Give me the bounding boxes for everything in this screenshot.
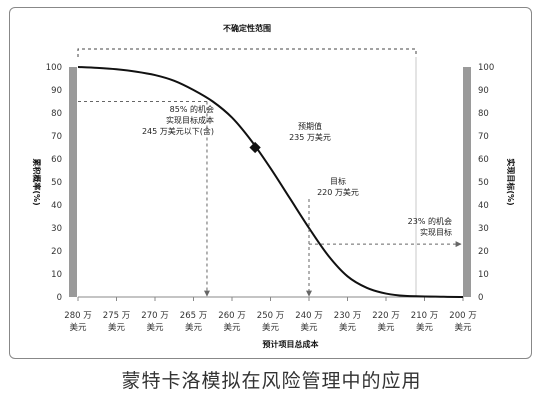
- y-tick-label-left: 0: [57, 293, 62, 303]
- uncertainty-bracket: [77, 48, 417, 57]
- y-tick-label-left: 50: [51, 178, 62, 188]
- p85-annotation-line: 实现目标成本: [166, 115, 214, 125]
- x-tick-label-unit: 美元: [146, 322, 164, 333]
- x-tick-label-unit: 美元: [300, 322, 318, 333]
- x-tick-label: 210 万: [411, 311, 438, 321]
- y-tick-label-right: 0: [478, 293, 483, 303]
- x-tick-label-unit: 美元: [69, 322, 87, 333]
- x-tick-label: 270 万: [141, 311, 168, 321]
- x-tick-label-unit: 美元: [339, 322, 357, 333]
- x-tick-label: 200 万: [449, 311, 476, 321]
- y-tick-label-left: 60: [51, 155, 62, 165]
- y-tick-label-left: 20: [51, 247, 62, 257]
- expected-value-marker: [249, 141, 261, 154]
- x-tick-label-unit: 美元: [416, 322, 434, 333]
- x-tick-label: 265 万: [180, 311, 207, 321]
- p85-annotation-line: 85% 的机会: [170, 104, 214, 114]
- x-tick-label-unit: 美元: [185, 322, 203, 333]
- y-tick-label-left: 40: [51, 201, 62, 211]
- cumulative-probability-curve: [77, 66, 464, 298]
- x-axis-label: 预计项目总成本: [263, 339, 319, 349]
- target-annotation-line: 目标: [330, 176, 346, 186]
- y-tick-label-right: 100: [478, 63, 494, 73]
- x-tick-label: 275 万: [103, 311, 130, 321]
- left-axis-bar: [69, 67, 77, 297]
- y-tick-label-right: 50: [478, 178, 489, 188]
- y-tick-label-right: 60: [478, 155, 489, 165]
- y-tick-label-right: 20: [478, 247, 489, 257]
- x-tick-label: 250 万: [257, 311, 284, 321]
- x-tick-label: 260 万: [218, 311, 245, 321]
- y-tick-label-left: 100: [46, 63, 62, 73]
- y-tick-label-right: 70: [478, 132, 489, 142]
- y-tick-label-left: 10: [51, 270, 62, 280]
- x-tick-label-unit: 美元: [262, 322, 280, 333]
- x-tick-label-unit: 美元: [108, 322, 126, 333]
- y-tick-label-right: 30: [478, 224, 489, 234]
- p23-annotation-line: 23% 的机会: [408, 216, 452, 226]
- y-tick-label-right: 80: [478, 109, 489, 119]
- x-tick-label: 240 万: [295, 311, 322, 321]
- y-tick-label-left: 80: [51, 109, 62, 119]
- p85-annotation-line: 245 万美元以下(含): [142, 126, 214, 136]
- p23-annotation-line: 实现目标: [420, 227, 452, 237]
- y-axis-label-right: 实现目标(%): [506, 158, 516, 205]
- right-axis-bar: [463, 67, 471, 297]
- x-tick-label: 280 万: [64, 311, 91, 321]
- y-tick-label-right: 90: [478, 86, 489, 96]
- x-tick-label: 230 万: [334, 311, 361, 321]
- figure-caption: 蒙特卡洛模拟在风险管理中的应用: [121, 370, 422, 392]
- expected-annotation-line: 235 万美元: [289, 132, 331, 142]
- x-tick-label-unit: 美元: [454, 322, 472, 333]
- x-tick-label: 220 万: [372, 311, 399, 321]
- y-tick-label-right: 40: [478, 201, 489, 211]
- expected-annotation-line: 预期值: [298, 121, 322, 131]
- x-tick-label-unit: 美元: [377, 322, 395, 333]
- y-axis-label-left: 累积概率(%): [32, 158, 42, 205]
- y-tick-label-left: 90: [51, 86, 62, 96]
- uncertainty-bracket-label: 不确定性范围: [223, 23, 271, 33]
- y-tick-label-left: 30: [51, 224, 62, 234]
- y-tick-label-left: 70: [51, 132, 62, 142]
- x-tick-label-unit: 美元: [223, 322, 241, 333]
- target-annotation-line: 220 万美元: [317, 187, 359, 197]
- y-tick-label-right: 10: [478, 270, 489, 280]
